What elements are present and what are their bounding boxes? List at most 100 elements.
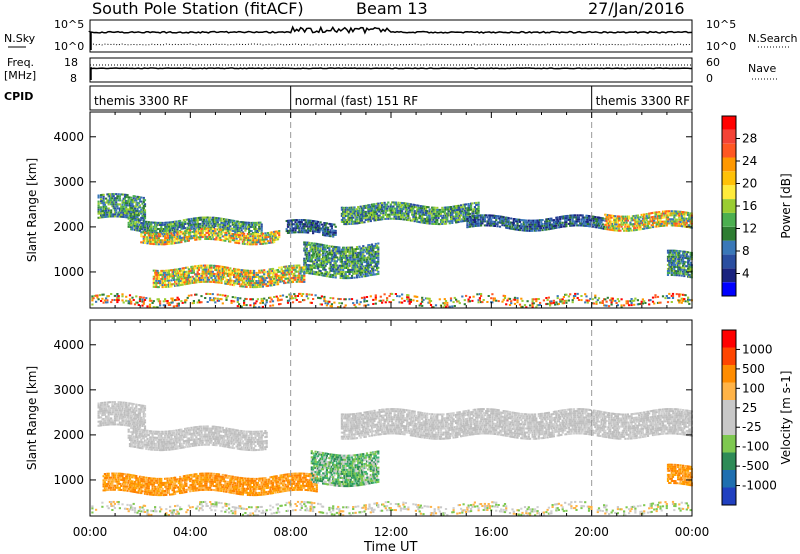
heatmap-cell xyxy=(187,282,190,285)
heatmap-cell xyxy=(255,282,258,284)
heatmap-cell xyxy=(177,270,180,273)
heatmap-cell xyxy=(354,254,357,257)
heatmap-cell xyxy=(594,216,597,218)
heatmap-cell xyxy=(324,234,327,237)
heatmap-cell xyxy=(225,270,228,273)
heatmap-cell xyxy=(488,214,491,217)
heatmap-cell xyxy=(339,250,342,253)
heatmap-cell xyxy=(530,229,533,232)
heatmap-cell xyxy=(236,280,239,283)
heatmap-cell xyxy=(358,207,361,210)
freq-tick-top: 18 xyxy=(64,56,78,69)
heatmap-cell xyxy=(128,208,132,211)
heatmap-cell xyxy=(372,257,375,260)
heatmap-cell xyxy=(254,233,257,236)
heatmap-cell xyxy=(339,277,342,279)
heatmap-cell xyxy=(309,260,312,263)
heatmap-cell xyxy=(216,265,219,268)
heatmap-cell xyxy=(525,225,528,228)
heatmap-cell xyxy=(466,216,469,218)
heatmap-cell xyxy=(209,264,212,267)
heatmap-cell xyxy=(551,219,554,222)
heatmap-cell xyxy=(416,210,419,213)
heatmap-cell xyxy=(312,232,315,235)
heatmap-cell xyxy=(156,286,159,289)
heatmap-cell xyxy=(290,281,293,284)
heatmap-cell xyxy=(246,269,249,272)
heatmap-cell xyxy=(224,226,227,229)
heatmap-cell xyxy=(239,234,242,237)
heatmap-cell xyxy=(372,269,375,272)
heatmap-cell xyxy=(221,274,224,276)
heatmap-cell xyxy=(581,216,584,219)
heatmap-cell xyxy=(280,274,283,277)
heatmap-cell xyxy=(581,222,584,225)
heatmap-cell xyxy=(555,216,558,219)
heatmap-cell xyxy=(248,223,251,226)
heatmap-cell xyxy=(187,231,190,234)
heatmap-cell xyxy=(217,227,221,230)
heatmap-cell xyxy=(350,208,354,211)
heatmap-cell xyxy=(668,272,671,274)
heatmap-cell xyxy=(432,218,435,221)
heatmap-cell xyxy=(357,274,360,277)
heatmap-cell xyxy=(398,218,401,220)
heatmap-cell xyxy=(452,215,455,218)
heatmap-cell xyxy=(608,220,611,223)
heatmap-cell xyxy=(266,282,269,285)
heatmap-cell xyxy=(174,268,177,271)
heatmap-cell xyxy=(566,218,569,221)
heatmap-cell xyxy=(253,241,256,244)
heatmap-cell xyxy=(148,227,152,230)
heatmap-cell xyxy=(387,213,390,216)
heatmap-cell xyxy=(675,256,678,258)
heatmap-cell xyxy=(245,271,248,274)
heatmap-cell xyxy=(545,218,548,221)
heatmap-cell xyxy=(240,285,243,288)
heatmap-cell xyxy=(334,268,337,271)
heatmap-cell xyxy=(666,249,670,252)
heatmap-cell xyxy=(391,207,394,210)
heatmap-cell xyxy=(492,220,495,223)
heatmap-cell xyxy=(324,274,327,277)
heatmap-cell xyxy=(212,234,216,237)
heatmap-cell xyxy=(156,241,159,244)
heatmap-cell xyxy=(658,213,661,215)
heatmap-cell xyxy=(123,208,127,210)
heatmap-cell xyxy=(171,240,174,243)
heatmap-cell xyxy=(238,242,241,245)
heatmap-cell xyxy=(156,269,159,272)
heatmap-cell xyxy=(327,228,330,231)
heatmap-cell xyxy=(619,223,622,226)
heatmap-cell xyxy=(666,216,670,219)
heatmap-cell xyxy=(531,225,534,228)
heatmap-cell xyxy=(359,211,362,214)
heatmap-cell xyxy=(298,221,301,223)
heatmap-cell xyxy=(359,205,362,208)
heatmap-cell xyxy=(353,214,356,217)
heatmap-cell xyxy=(679,254,682,257)
heatmap-cell xyxy=(506,227,509,229)
heatmap-cell xyxy=(107,215,110,218)
heatmap-cell xyxy=(345,246,349,249)
heatmap-cell xyxy=(374,251,377,253)
heatmap-cell xyxy=(127,225,130,228)
heatmap-cell xyxy=(461,208,464,211)
heatmap-cell xyxy=(157,223,160,226)
heatmap-cell xyxy=(102,203,105,206)
heatmap-cell xyxy=(378,204,381,207)
heatmap-cell xyxy=(211,270,214,273)
heatmap-cell xyxy=(251,221,254,224)
heatmap-cell xyxy=(374,242,377,245)
heatmap-cell xyxy=(125,295,128,298)
heatmap-cell xyxy=(683,219,686,222)
heatmap-cell xyxy=(332,268,335,271)
heatmap-cell xyxy=(369,274,372,277)
heatmap-cell xyxy=(179,284,182,287)
heatmap-cell xyxy=(269,278,272,281)
heatmap-cell xyxy=(120,209,123,212)
heatmap-cell xyxy=(330,267,333,270)
heatmap-cell xyxy=(601,217,604,220)
heatmap-cell xyxy=(444,208,448,211)
heatmap-cell xyxy=(256,233,259,236)
